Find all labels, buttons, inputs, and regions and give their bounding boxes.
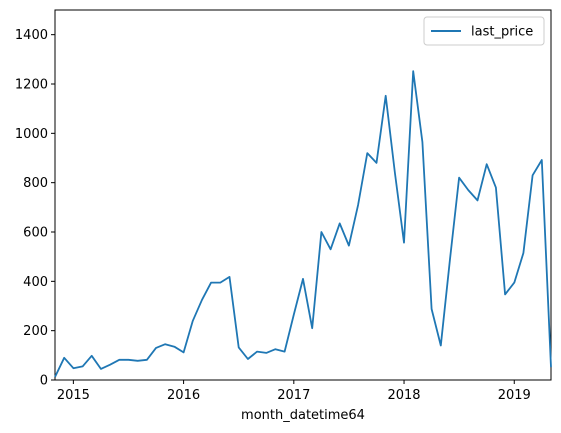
legend-label-last-price: last_price bbox=[471, 25, 533, 40]
y-tick-label: 600 bbox=[23, 226, 48, 241]
y-tick-label: 200 bbox=[23, 324, 48, 339]
series-line-last-price bbox=[54, 70, 552, 378]
y-tick-label: 1000 bbox=[15, 127, 48, 142]
y-tick-label: 0 bbox=[40, 374, 48, 389]
x-tick-label: 2016 bbox=[167, 388, 200, 403]
x-tick-label: 2019 bbox=[498, 388, 531, 403]
legend: last_price bbox=[423, 16, 545, 46]
x-axis: 2015 2016 2017 2018 2019 bbox=[57, 380, 531, 403]
x-tick-label: 2017 bbox=[277, 388, 310, 403]
y-axis: 0 200 400 600 800 1000 1200 1400 bbox=[15, 28, 55, 389]
y-tick-label: 400 bbox=[23, 275, 48, 290]
legend-box bbox=[423, 16, 545, 46]
y-tick-label: 1200 bbox=[15, 78, 48, 93]
y-tick-label: 800 bbox=[23, 176, 48, 191]
x-tick-label: 2015 bbox=[57, 388, 90, 403]
y-tick-label: 1400 bbox=[15, 28, 48, 43]
series-layer bbox=[54, 70, 552, 378]
x-axis-label: month_datetime64 bbox=[241, 408, 365, 423]
x-tick-label: 2018 bbox=[387, 388, 420, 403]
plot-area bbox=[54, 9, 552, 381]
